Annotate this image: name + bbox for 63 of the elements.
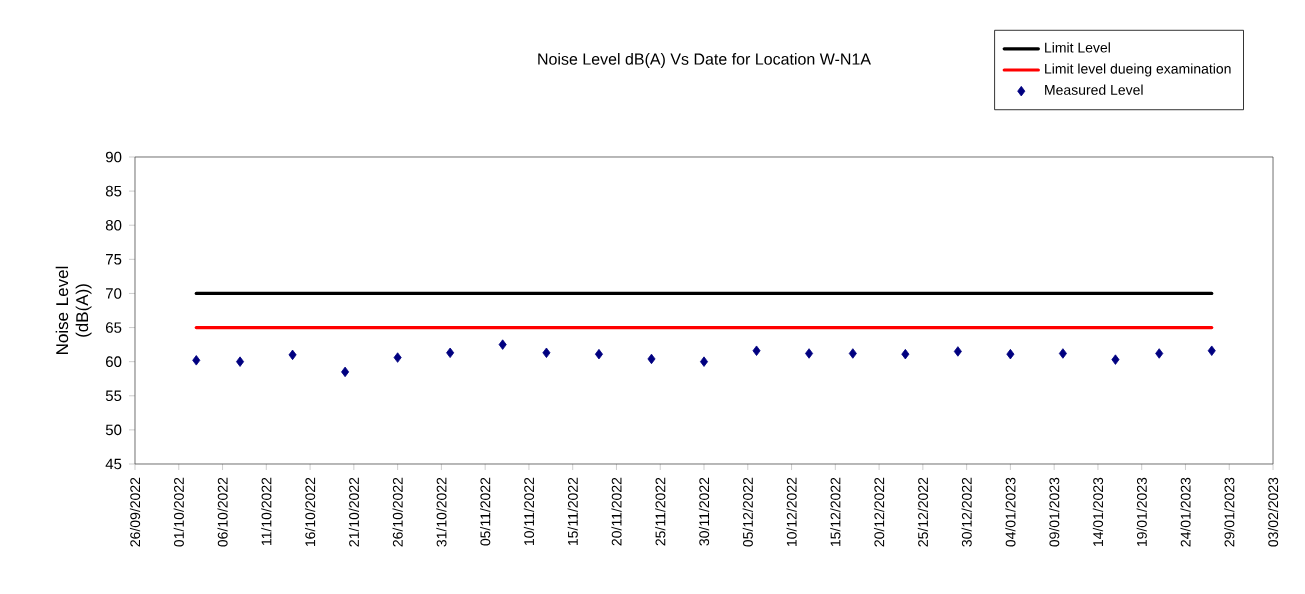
point: [498, 339, 507, 350]
y-tick-label: 80: [105, 219, 122, 231]
point: [805, 348, 814, 359]
x-tick-label: 01/10/2022: [173, 477, 184, 547]
point: [341, 366, 350, 378]
x-tick-label: 19/01/2023: [1136, 477, 1147, 547]
y-tick-label: 70: [106, 288, 122, 299]
y-tick-label: 45: [105, 458, 122, 470]
x-tick-label: 16/10/2022: [304, 477, 316, 547]
point: [1058, 348, 1067, 359]
point: [1111, 354, 1120, 365]
x-tick-label: 11/10/2022: [261, 477, 272, 546]
y-tick-label: 55: [105, 390, 122, 402]
x-tick-label: 31/10/2022: [436, 477, 447, 547]
x-tick-label: 04/01/2023: [1005, 477, 1016, 547]
point: [953, 346, 962, 357]
x-tick-label: 20/11/2022: [611, 477, 622, 546]
point: [1207, 345, 1216, 356]
point: [393, 352, 402, 363]
y-tick-label: 60: [106, 356, 122, 367]
x-tick-label: 30/11/2022: [698, 477, 710, 546]
x-tick-label: 26/09/2022: [129, 477, 141, 547]
x-tick-label: 24/01/2023: [1180, 477, 1191, 547]
legend-label: Measured Level: [1045, 84, 1143, 95]
chart-title: Noise Level dB(A) Vs Date for Location W-N1A: [538, 53, 871, 68]
x-tick-label: 15/11/2022: [567, 477, 578, 546]
x-tick-label: 29/01/2023: [1224, 477, 1235, 547]
x-tick-label: 10/12/2022: [786, 477, 797, 547]
point: [542, 347, 551, 358]
point: [752, 345, 761, 356]
x-tick-label: 06/10/2022: [217, 477, 228, 547]
x-tick-label: 10/11/2022: [523, 477, 535, 546]
x-tick-label: 03/02/2023: [1267, 477, 1279, 547]
x-tick-label: 21/10/2022: [348, 477, 359, 547]
x-tick-label: 05/12/2022: [742, 477, 753, 547]
x-tick-label: 25/11/2022: [655, 477, 666, 546]
legend-label: Limit level dueing examination: [1045, 63, 1231, 77]
x-tick-label: 09/01/2023: [1049, 477, 1060, 547]
x-tick-label: 20/12/2022: [873, 477, 885, 547]
x-tick-label: 05/11/2022: [480, 477, 491, 546]
point: [236, 356, 245, 367]
y-tick-label: 50: [105, 424, 122, 436]
point: [446, 347, 455, 358]
point: [288, 349, 297, 361]
point: [1006, 348, 1015, 360]
x-tick-label: 14/01/2023: [1092, 477, 1104, 547]
y-tick-label: 75: [106, 254, 122, 265]
x-tick-label: 26/10/2022: [392, 477, 403, 547]
y-tick-label: 90: [105, 151, 122, 163]
y-tick-label: 85: [105, 185, 122, 197]
point: [700, 356, 709, 367]
x-tick-label: 25/12/2022: [917, 477, 928, 547]
legend-label: Limit Level: [1045, 42, 1110, 53]
x-tick-label: 15/12/2022: [830, 477, 841, 547]
point: [848, 348, 857, 359]
y-tick-label: 65: [106, 322, 122, 333]
point: [192, 355, 201, 366]
x-tick-label: 30/12/2022: [961, 477, 972, 547]
point: [647, 353, 656, 365]
point: [594, 348, 603, 360]
y-axis-title: Noise Level (dB(A)): [55, 266, 92, 354]
point: [1155, 348, 1164, 359]
point: [901, 348, 910, 360]
